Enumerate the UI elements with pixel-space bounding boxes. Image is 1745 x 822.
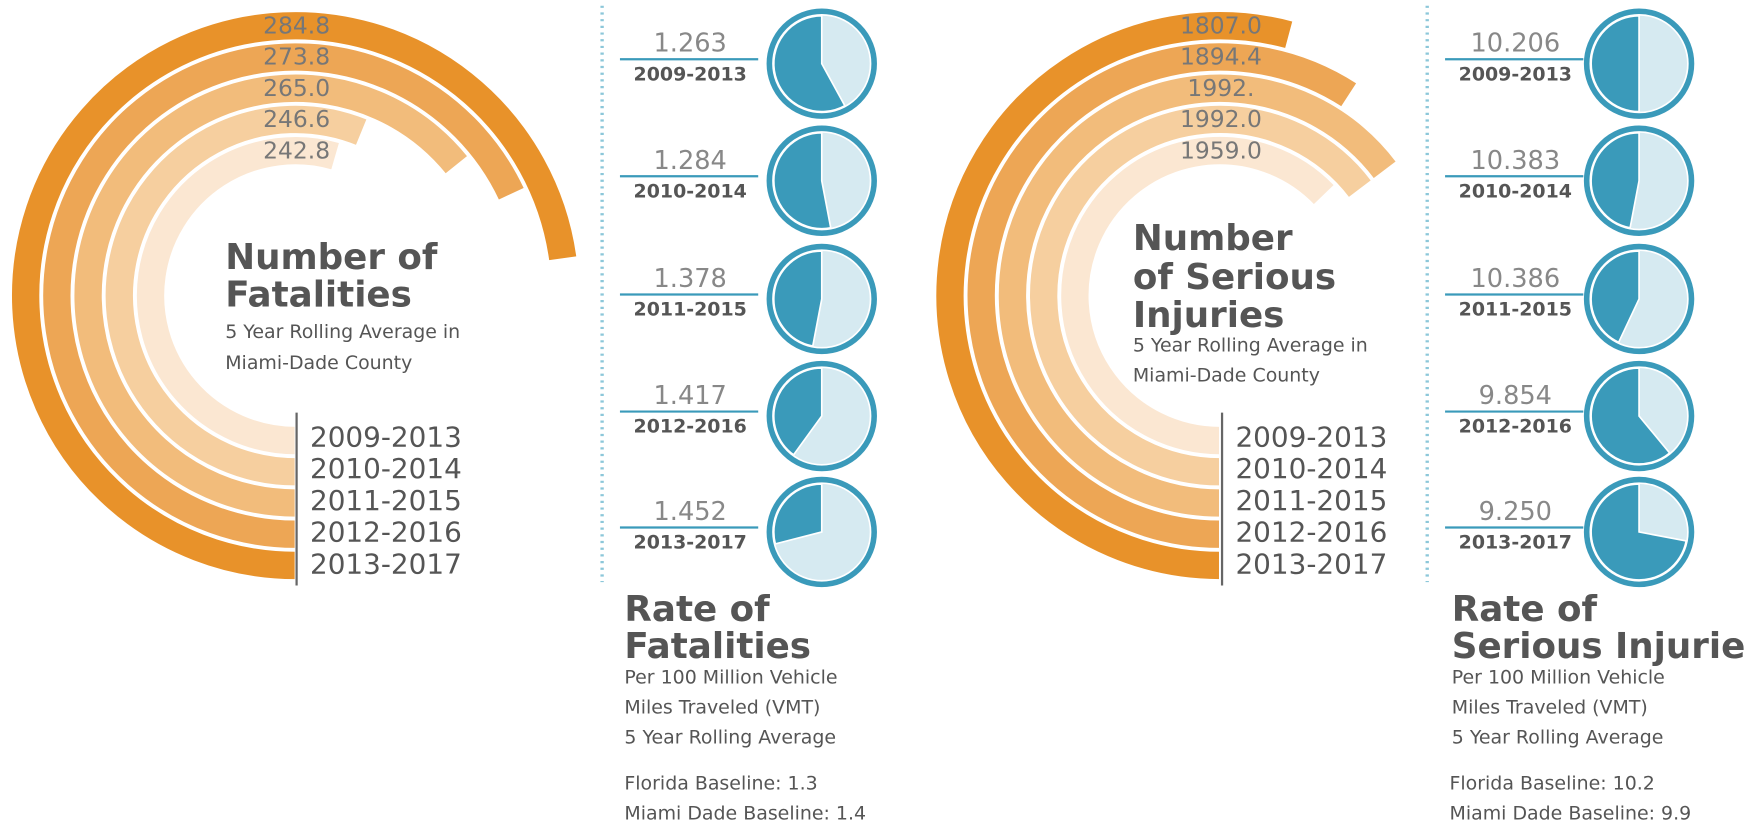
rate-value: 10.383 (1470, 146, 1560, 176)
ring-bar (103, 104, 369, 488)
ring-bar (1028, 104, 1374, 488)
baseline-note: Miami Dade Baseline: 9.9 (1450, 803, 1692, 822)
category-label: 2009-2013 (1235, 420, 1387, 453)
subtitle: Miami-Dade County (1133, 364, 1320, 386)
subtitle: 5 Year Rolling Average in (225, 321, 460, 343)
baseline-note: Florida Baseline: 10.2 (1450, 772, 1655, 794)
subtitle: 5 Year Rolling Average (624, 727, 836, 749)
subtitle: Miami-Dade County (225, 352, 412, 374)
value-label: 242.8 (263, 136, 330, 164)
rate-category: 2009-2013 (1459, 63, 1572, 85)
pie-slice (1590, 367, 1671, 465)
title: Serious Injuries (1452, 626, 1745, 667)
rate-category: 2010-2014 (634, 180, 747, 202)
ring-bar (72, 72, 470, 519)
value-label: 1959.0 (1180, 136, 1262, 164)
pie-border (766, 243, 877, 355)
rate-value: 9.250 (1479, 497, 1552, 527)
rate-value: 10.206 (1470, 29, 1560, 59)
category-label: 2013-2017 (310, 547, 462, 580)
ring-bar (997, 72, 1398, 519)
subtitle: Per 100 Million Vehicle (624, 667, 837, 689)
pie-border (766, 8, 877, 119)
pie-slice (772, 367, 823, 456)
title: Rate of (1452, 589, 1598, 630)
pie-slice (1590, 483, 1688, 581)
category-label: 2009-2013 (310, 420, 462, 453)
pie-border (1583, 360, 1695, 472)
value-label: 1894.4 (1180, 43, 1262, 71)
pie-border (1583, 476, 1695, 588)
category-label: 2011-2015 (1235, 484, 1387, 517)
rate-category: 2010-2014 (1459, 180, 1572, 202)
title: Number of (225, 237, 438, 278)
pie-slice (1590, 250, 1640, 344)
ring-bar (41, 41, 526, 550)
pie-slice (772, 131, 832, 230)
rate-category: 2011-2015 (1459, 299, 1572, 321)
pie-slice (1590, 131, 1640, 229)
rate-category: 2009-2013 (634, 63, 747, 85)
rate-category: 2011-2015 (634, 299, 747, 321)
pie-slice (773, 250, 823, 348)
ring-bar (135, 135, 341, 456)
baseline-note: Florida Baseline: 1.3 (624, 772, 817, 794)
value-label: 265.0 (263, 74, 330, 102)
rate-value: 1.263 (654, 29, 727, 59)
rate-category: 2013-2017 (1459, 532, 1572, 554)
title: Fatalities (225, 275, 412, 316)
pie-border (766, 125, 877, 236)
category-label: 2010-2014 (1235, 452, 1387, 485)
pie-border (766, 360, 877, 472)
subtitle: Miles Traveled (VMT) (1452, 697, 1648, 719)
subtitle: 5 Year Rolling Average in (1133, 334, 1368, 356)
rate-category: 2012-2016 (634, 416, 747, 438)
subtitle: 5 Year Rolling Average (1452, 727, 1664, 749)
rate-category: 2013-2017 (634, 532, 747, 554)
ring-bar (10, 10, 579, 581)
value-label: 1992.0 (1180, 105, 1262, 133)
category-label: 2013-2017 (1235, 547, 1387, 580)
pie-slice (772, 483, 823, 545)
category-label: 2012-2016 (1235, 516, 1387, 549)
rate-category: 2012-2016 (1459, 416, 1572, 438)
baseline-note: Miami Dade Baseline: 1.4 (624, 803, 866, 822)
rate-value: 1.452 (654, 497, 727, 527)
pie-border (1583, 125, 1695, 236)
value-label: 273.8 (263, 43, 330, 71)
pie-slice (773, 14, 847, 113)
ring-bar (965, 41, 1359, 550)
title: Injuries (1133, 295, 1285, 336)
pie-border (766, 476, 877, 588)
subtitle: Per 100 Million Vehicle (1452, 667, 1665, 689)
value-label: 1807.0 (1180, 11, 1262, 39)
category-label: 2010-2014 (310, 452, 462, 485)
pie-slice (1590, 14, 1640, 113)
ring-bar (1059, 135, 1336, 456)
pie-border (1583, 8, 1695, 119)
ring-bar (934, 10, 1295, 581)
rate-value: 9.854 (1479, 381, 1552, 411)
category-label: 2012-2016 (310, 516, 462, 549)
title: Number (1133, 218, 1293, 259)
rate-value: 1.417 (654, 381, 727, 411)
value-label: 1992. (1187, 74, 1254, 102)
value-label: 246.6 (263, 105, 330, 133)
rate-value: 10.386 (1470, 264, 1560, 294)
subtitle: Miles Traveled (VMT) (624, 697, 820, 719)
pie-border (1583, 243, 1695, 355)
title: Rate of (624, 589, 770, 630)
title: Fatalities (624, 626, 811, 667)
title: of Serious (1133, 257, 1336, 298)
category-label: 2011-2015 (310, 484, 462, 517)
rate-value: 1.378 (654, 264, 727, 294)
value-label: 284.8 (263, 11, 330, 39)
rate-value: 1.284 (654, 146, 727, 176)
